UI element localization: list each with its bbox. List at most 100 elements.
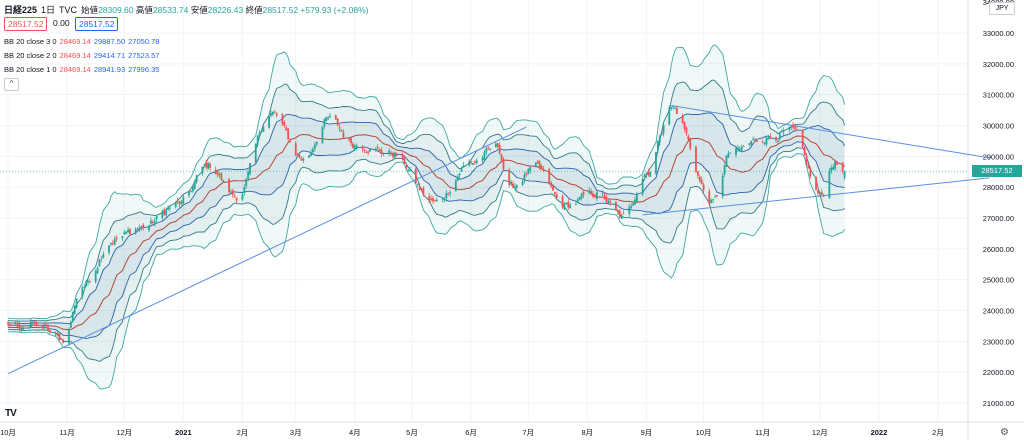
candle-body <box>668 108 671 125</box>
candle-body <box>807 164 810 169</box>
symbol-name[interactable]: 日経225 <box>4 5 38 15</box>
candle-body <box>767 137 770 140</box>
candle-body <box>29 321 32 328</box>
trendline <box>7 126 527 375</box>
candle-body <box>47 326 49 331</box>
candle-body <box>275 113 278 116</box>
candle-body <box>241 194 244 200</box>
candle-body <box>33 321 36 323</box>
candle-body <box>18 324 21 329</box>
candle-body <box>407 170 410 171</box>
candle-body <box>87 281 89 283</box>
candle-body <box>151 222 154 224</box>
candle-body <box>828 171 831 199</box>
candle-body <box>496 143 499 147</box>
candle-body <box>300 158 303 161</box>
y-tick-label: 25000.00 <box>983 276 1014 285</box>
candle-body <box>49 330 51 333</box>
candle-body <box>575 203 577 205</box>
low-value: 28226.43 <box>207 4 244 15</box>
candle-body <box>515 185 518 188</box>
candle-body <box>289 141 291 143</box>
candle-body <box>534 162 537 168</box>
candle-body <box>102 254 105 259</box>
bb-fill <box>8 112 845 339</box>
candle-body <box>111 243 114 245</box>
candle-body <box>481 157 484 161</box>
indicator-legend-bb3[interactable]: BB 20 close 3 0 28469.14 29887.50 27050.78 <box>4 37 159 46</box>
y-tick-label: 28000.00 <box>983 183 1014 192</box>
candle-body <box>649 171 652 177</box>
y-tick-label: 33000.00 <box>983 29 1014 38</box>
candle-body <box>35 322 38 326</box>
candle-body <box>834 161 836 169</box>
candle-body <box>245 179 248 187</box>
candle-body <box>361 146 364 150</box>
tradingview-logo-icon[interactable]: TV <box>5 408 17 419</box>
x-tick-label: 4月 <box>349 428 361 437</box>
y-tick-label: 23000.00 <box>983 337 1014 346</box>
candle-body <box>460 168 463 172</box>
candle-body <box>378 149 381 152</box>
candle-body <box>395 154 398 156</box>
candle-body <box>16 323 19 327</box>
candle-body <box>514 186 516 189</box>
candle-body <box>432 198 434 202</box>
x-tick-label: 11月 <box>755 428 770 437</box>
indicator-basis: 28469.14 <box>59 37 91 46</box>
candle-body <box>336 118 339 126</box>
candle-body <box>420 188 423 190</box>
candle-body <box>655 151 657 174</box>
candle-body <box>790 126 793 128</box>
candle-body <box>832 167 835 170</box>
candle-body <box>176 200 179 202</box>
candle-body <box>94 271 97 282</box>
candle-body <box>660 132 663 136</box>
candle-body <box>125 231 128 234</box>
candle-body <box>340 129 343 132</box>
candle-body <box>342 132 345 138</box>
candle-body <box>475 160 478 163</box>
candle-body <box>188 191 190 196</box>
x-tick-label: 2021 <box>175 428 192 437</box>
x-tick-label: 11月 <box>59 428 74 437</box>
candle-body <box>230 191 232 193</box>
candle-body <box>327 117 330 119</box>
y-tick-label: 31000.00 <box>983 91 1014 100</box>
candle-body <box>428 196 431 201</box>
candle-body <box>205 162 208 168</box>
candle-body <box>803 146 806 154</box>
candle-body <box>169 207 171 209</box>
bb-lower-line <box>8 147 845 362</box>
candle-body <box>483 152 486 160</box>
candle-body <box>9 324 11 326</box>
indicator-basis: 28469.14 <box>59 65 91 74</box>
candle-body <box>805 155 808 165</box>
candle-body <box>247 171 250 179</box>
timeframe-label[interactable]: 1日 <box>41 5 56 15</box>
candle-body <box>527 169 530 174</box>
currency-selector[interactable]: JPY <box>989 2 1015 15</box>
candle-body <box>321 126 324 144</box>
candle-body <box>20 328 23 331</box>
candle-body <box>695 146 697 172</box>
candle-body <box>620 215 623 219</box>
candle-body <box>195 175 198 183</box>
sell-price-box[interactable]: 28517.52 <box>4 17 48 31</box>
indicator-legend-bb2[interactable]: BB 20 close 2 0 28469.14 29414.71 27523.57 <box>4 51 159 60</box>
candle-body <box>443 199 446 201</box>
gear-icon[interactable]: ⚙ <box>1000 427 1009 438</box>
candle-body <box>14 322 17 324</box>
spread-value: 0.00 <box>53 18 70 28</box>
indicator-legend-bb1[interactable]: BB 20 close 1 0 28469.14 28941.93 27996.35 <box>4 65 159 74</box>
candle-body <box>552 185 554 191</box>
candle-body <box>725 155 728 167</box>
candle-body <box>634 199 636 205</box>
collapse-legend-icon[interactable]: ^ <box>4 78 19 91</box>
candle-body <box>723 165 726 175</box>
candle-body <box>449 192 452 194</box>
buy-price-box[interactable]: 28517.52 <box>75 17 119 31</box>
candle-body <box>388 150 391 154</box>
candle-body <box>454 180 457 192</box>
